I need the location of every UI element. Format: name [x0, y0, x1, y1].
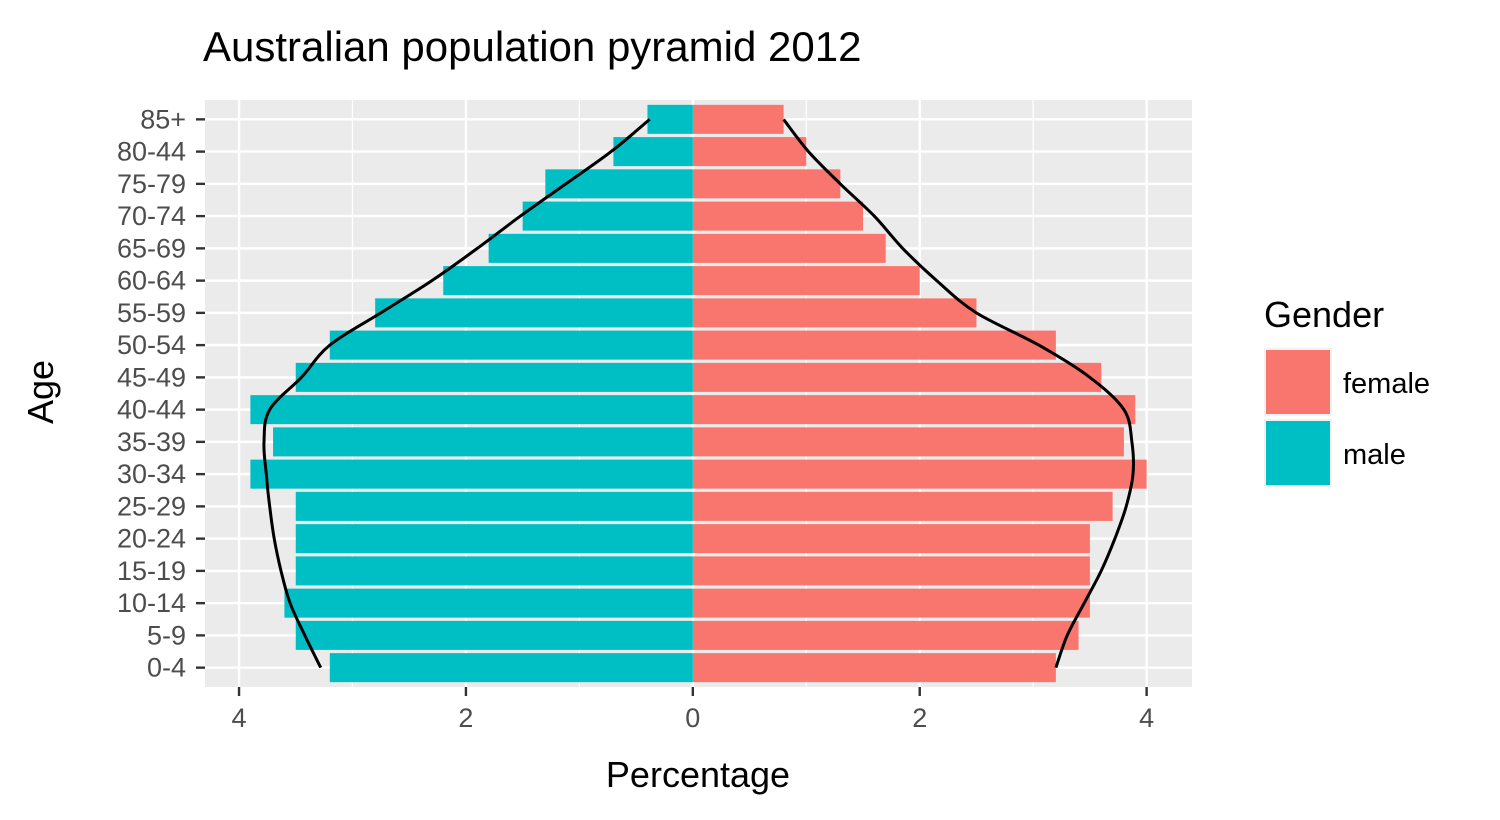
bar-female-10-14 [692, 588, 1090, 618]
bars [250, 104, 1147, 683]
y-tick-label: 70-74 [117, 201, 186, 231]
bar-male-15-19 [295, 556, 693, 586]
y-tick-label: 25-29 [117, 491, 186, 521]
bar-female-20-24 [692, 524, 1090, 554]
y-tick-label: 35-39 [117, 427, 186, 457]
y-tick-label: 60-64 [117, 266, 186, 296]
bar-female-75-79 [692, 169, 841, 199]
legend-title: Gender [1264, 294, 1384, 335]
bar-male-45-49 [295, 362, 693, 392]
bar-male-0-4 [329, 653, 693, 683]
bar-female-15-19 [692, 556, 1090, 586]
y-tick-label: 85+ [140, 104, 186, 134]
y-tick-label: 0-4 [147, 653, 186, 683]
legend-label-male: male [1343, 439, 1406, 471]
bar-male-30-34 [250, 459, 693, 489]
x-tick-label: 4 [1139, 703, 1154, 733]
bar-male-35-39 [273, 427, 693, 457]
y-tick-label: 5-9 [147, 620, 186, 650]
bar-male-60-64 [443, 266, 693, 296]
bar-female-70-74 [692, 201, 863, 231]
legend: Gender female male [1264, 294, 1430, 487]
male-reference-curve [262, 118, 651, 669]
bar-male-55-59 [375, 298, 693, 328]
bar-male-20-24 [295, 524, 693, 554]
y-axis: 0-45-910-1415-1920-2425-2930-3435-3940-4… [117, 104, 205, 683]
chart-title: Australian population pyramid 2012 [203, 23, 861, 70]
y-tick-label: 15-19 [117, 556, 186, 586]
bar-female-55-59 [692, 298, 977, 328]
bar-male-50-54 [329, 330, 693, 360]
bar-female-35-39 [692, 427, 1124, 457]
x-axis-title: Percentage [606, 754, 790, 795]
x-tick-label: 0 [685, 703, 700, 733]
bar-female-65-69 [692, 233, 886, 263]
y-axis-title: Age [20, 360, 61, 424]
y-tick-label: 80-44 [117, 137, 186, 167]
legend-key-female [1266, 350, 1330, 414]
bar-female-40-44 [692, 395, 1136, 425]
y-tick-label: 45-49 [117, 362, 186, 392]
bar-female-0-4 [692, 653, 1056, 683]
bar-male-40-44 [250, 395, 693, 425]
bar-male-70-74 [522, 201, 693, 231]
y-tick-label: 55-59 [117, 298, 186, 328]
y-tick-label: 30-34 [117, 459, 186, 489]
female-reference-curve [782, 118, 1135, 669]
bar-male-5-9 [295, 620, 693, 650]
bar-female-50-54 [692, 330, 1056, 360]
bar-male-75-79 [545, 169, 693, 199]
bar-male-10-14 [284, 588, 693, 618]
y-tick-label: 20-24 [117, 524, 186, 554]
bar-female-30-34 [692, 459, 1147, 489]
y-tick-label: 50-54 [117, 330, 186, 360]
bar-male-85+ [647, 104, 693, 134]
x-tick-label: 4 [232, 703, 247, 733]
legend-key-male [1266, 421, 1330, 485]
bar-male-80-44 [613, 137, 693, 167]
bar-female-80-44 [692, 137, 807, 167]
bar-female-25-29 [692, 491, 1113, 521]
x-tick-label: 2 [912, 703, 927, 733]
y-tick-label: 10-14 [117, 588, 186, 618]
bar-female-60-64 [692, 266, 920, 296]
y-tick-label: 75-79 [117, 169, 186, 199]
reference-lines [262, 118, 1135, 669]
y-tick-label: 65-69 [117, 233, 186, 263]
bar-female-5-9 [692, 620, 1079, 650]
x-tick-label: 2 [458, 703, 473, 733]
y-tick-label: 40-44 [117, 395, 186, 425]
legend-label-female: female [1343, 368, 1430, 400]
bar-male-25-29 [295, 491, 693, 521]
bar-female-45-49 [692, 362, 1102, 392]
bar-female-85+ [692, 104, 784, 134]
bar-male-65-69 [488, 233, 693, 263]
x-axis: 4 2 0 2 4 [232, 687, 1154, 733]
